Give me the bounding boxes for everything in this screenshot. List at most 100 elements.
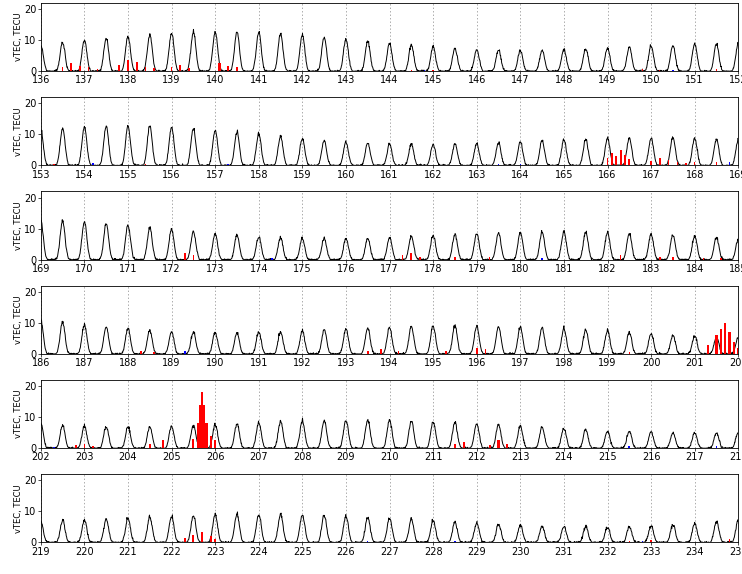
Bar	[729, 539, 730, 542]
Bar	[703, 258, 704, 259]
Bar	[628, 541, 630, 542]
Bar	[433, 70, 434, 71]
Bar	[716, 162, 718, 165]
Bar	[180, 65, 181, 71]
Bar	[720, 329, 722, 354]
Bar	[84, 444, 85, 448]
Bar	[628, 352, 630, 354]
Bar	[88, 67, 90, 71]
Bar	[193, 255, 194, 259]
Bar	[454, 257, 456, 259]
Bar	[367, 541, 369, 542]
Bar	[615, 156, 617, 165]
Bar	[542, 258, 543, 259]
Bar	[659, 158, 661, 165]
Y-axis label: vTEC, TECU: vTEC, TECU	[14, 484, 23, 533]
Bar	[214, 440, 216, 448]
Bar	[668, 160, 669, 165]
Bar	[650, 161, 652, 165]
Bar	[445, 351, 447, 354]
Bar	[424, 70, 425, 71]
Bar	[197, 424, 199, 448]
Bar	[92, 163, 94, 165]
Bar	[628, 445, 630, 448]
Bar	[201, 532, 203, 542]
Bar	[716, 69, 718, 71]
Bar	[694, 162, 695, 165]
Bar	[724, 323, 726, 354]
Bar	[454, 444, 456, 448]
Bar	[149, 444, 151, 448]
Bar	[162, 440, 164, 448]
Bar	[672, 257, 674, 259]
Bar	[75, 445, 76, 448]
Y-axis label: vTEC, TECU: vTEC, TECU	[14, 201, 23, 250]
Bar	[659, 257, 660, 259]
Bar	[410, 254, 413, 259]
Bar	[236, 67, 237, 71]
Bar	[171, 67, 172, 71]
Bar	[410, 69, 412, 71]
Bar	[489, 257, 490, 259]
Bar	[227, 65, 229, 71]
Bar	[201, 392, 203, 448]
Y-axis label: vTEC, TECU: vTEC, TECU	[14, 296, 23, 344]
Bar	[367, 351, 369, 354]
Bar	[140, 351, 142, 354]
Bar	[53, 164, 55, 165]
Bar	[227, 164, 229, 165]
Bar	[218, 63, 220, 71]
Bar	[620, 150, 622, 165]
Bar	[192, 439, 194, 448]
Bar	[642, 69, 643, 71]
Bar	[628, 159, 630, 165]
Bar	[154, 352, 155, 354]
Bar	[659, 69, 660, 71]
Bar	[677, 162, 678, 165]
Bar	[79, 65, 81, 71]
Bar	[715, 447, 718, 448]
Bar	[210, 436, 211, 448]
Bar	[506, 444, 508, 448]
Bar	[136, 63, 137, 71]
Bar	[184, 254, 186, 259]
Bar	[498, 164, 499, 165]
Bar	[463, 442, 464, 448]
Bar	[96, 69, 98, 71]
Bar	[519, 164, 521, 165]
Y-axis label: vTEC, TECU: vTEC, TECU	[14, 13, 23, 61]
Bar	[70, 63, 72, 71]
Bar	[497, 440, 499, 448]
Bar	[476, 348, 478, 354]
Bar	[154, 68, 155, 71]
Bar	[210, 536, 211, 542]
Bar	[145, 67, 146, 71]
Bar	[145, 164, 146, 165]
Y-axis label: vTEC, TECU: vTEC, TECU	[14, 107, 23, 156]
Bar	[489, 445, 490, 448]
Bar	[607, 158, 608, 165]
Bar	[214, 540, 216, 542]
Bar	[729, 332, 731, 354]
Bar	[62, 67, 64, 71]
Bar	[672, 70, 674, 71]
Bar	[188, 68, 190, 71]
Bar	[127, 60, 129, 71]
Bar	[715, 335, 718, 354]
Bar	[401, 255, 404, 259]
Bar	[206, 424, 208, 448]
Bar	[184, 351, 186, 354]
Bar	[707, 344, 709, 354]
Bar	[485, 349, 486, 354]
Bar	[184, 538, 186, 542]
Bar	[729, 162, 730, 165]
Y-axis label: vTEC, TECU: vTEC, TECU	[14, 390, 23, 439]
Bar	[642, 541, 643, 542]
Bar	[192, 534, 194, 542]
Bar	[398, 351, 399, 354]
Bar	[738, 348, 739, 354]
Bar	[733, 342, 735, 354]
Bar	[720, 258, 721, 259]
Bar	[380, 349, 381, 354]
Bar	[271, 258, 272, 259]
